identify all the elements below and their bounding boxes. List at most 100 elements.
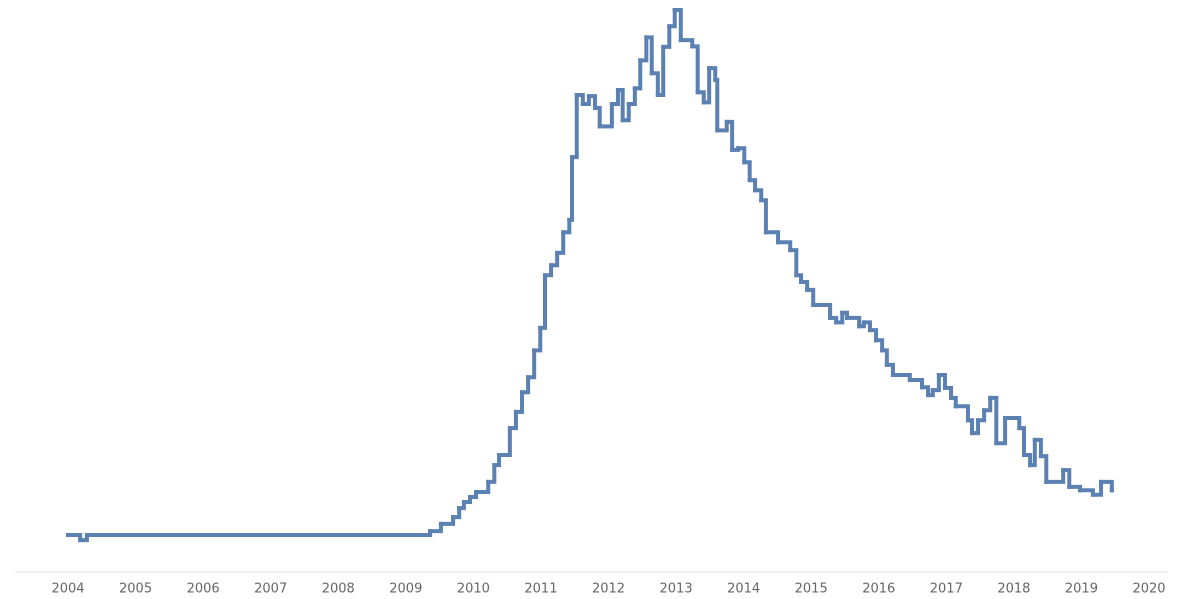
line-step xyxy=(988,395,999,446)
line-step xyxy=(936,372,947,390)
line-step xyxy=(1061,468,1072,489)
line-step xyxy=(794,273,804,285)
line-step xyxy=(942,385,954,400)
line-step xyxy=(438,515,456,526)
line-step xyxy=(715,119,729,133)
line-step xyxy=(609,88,620,107)
line-step xyxy=(474,479,491,494)
line-step xyxy=(661,24,672,49)
line-step xyxy=(570,93,579,160)
line-step xyxy=(949,395,958,409)
x-tick-label: 2008 xyxy=(322,582,355,597)
line-step xyxy=(701,66,712,105)
line-step xyxy=(994,416,1008,446)
line-step xyxy=(695,90,706,105)
line-step xyxy=(776,240,793,253)
x-tick-label: 2007 xyxy=(254,582,287,597)
x-tick-label: 2017 xyxy=(930,582,963,597)
x-tick-label: 2020 xyxy=(1132,582,1165,597)
x-tick-label: 2016 xyxy=(862,582,895,597)
line-step xyxy=(969,418,981,436)
line-step xyxy=(428,521,443,534)
line-step xyxy=(615,88,625,123)
line-step xyxy=(492,453,502,468)
line-step xyxy=(844,315,862,329)
line-step xyxy=(507,409,518,431)
line-step xyxy=(799,280,810,292)
line-step xyxy=(907,377,924,390)
line-step xyxy=(1022,453,1033,468)
line-step xyxy=(526,348,537,380)
line-step xyxy=(1090,479,1104,497)
line-step xyxy=(1044,468,1066,484)
line-step xyxy=(649,71,660,98)
line-step xyxy=(982,395,993,413)
line-step xyxy=(457,500,466,511)
x-tick-label: 2010 xyxy=(457,582,490,597)
line-step xyxy=(1032,437,1043,459)
x-tick-label: 2011 xyxy=(524,582,557,597)
line-step xyxy=(1017,426,1027,458)
line-step xyxy=(538,273,547,330)
line-step xyxy=(655,44,666,98)
line-step xyxy=(513,390,525,414)
line-step xyxy=(672,7,683,43)
x-tick-label: 2013 xyxy=(660,582,693,597)
x-tick-label: 2006 xyxy=(187,582,220,597)
x-tick-label: 2009 xyxy=(389,582,422,597)
line-step xyxy=(1038,454,1049,484)
line-step xyxy=(549,250,560,268)
line-step xyxy=(953,404,970,423)
line-step xyxy=(713,77,720,133)
line-step xyxy=(890,372,912,382)
line-step xyxy=(884,362,895,377)
line-step xyxy=(811,302,833,320)
line-step xyxy=(707,66,718,82)
line-step xyxy=(747,178,758,193)
line-step xyxy=(1099,479,1114,493)
line-step xyxy=(861,320,872,333)
line-step xyxy=(805,287,816,307)
x-tick-label: 2014 xyxy=(727,582,760,597)
line-step xyxy=(867,328,879,343)
line-step xyxy=(678,38,695,49)
line-step xyxy=(626,86,637,107)
line-step xyxy=(592,105,602,129)
line-step xyxy=(574,93,585,107)
line-step xyxy=(930,372,941,393)
x-tick-label: 2015 xyxy=(795,582,828,597)
line-step xyxy=(586,94,597,110)
line-step xyxy=(736,146,747,165)
line-step xyxy=(1028,437,1037,468)
x-tick-label: 2005 xyxy=(119,582,152,597)
line-step xyxy=(486,463,497,484)
line-step xyxy=(788,248,799,278)
line-step xyxy=(742,160,752,183)
line-step xyxy=(567,155,575,222)
x-tick-label: 2012 xyxy=(592,582,625,597)
x-tick-label: 2019 xyxy=(1065,582,1098,597)
line-step xyxy=(834,310,845,325)
line-step xyxy=(561,217,572,235)
line-step xyxy=(532,325,543,353)
x-tick-label: 2004 xyxy=(51,582,84,597)
line-step xyxy=(84,529,433,538)
line-step xyxy=(724,119,735,152)
line-step xyxy=(520,375,531,395)
line-step xyxy=(753,188,764,203)
line-step xyxy=(667,7,677,29)
line-step xyxy=(555,230,566,255)
line-step xyxy=(880,348,889,367)
line-step xyxy=(1003,416,1022,431)
line-step xyxy=(874,338,885,353)
line-step xyxy=(451,506,462,520)
line-step xyxy=(632,58,643,91)
line-step xyxy=(542,263,554,278)
line-step xyxy=(620,102,631,123)
line-step xyxy=(644,35,654,76)
line-step xyxy=(690,44,700,95)
line-step xyxy=(763,230,781,245)
line-step xyxy=(965,418,974,436)
line-step xyxy=(638,35,649,63)
